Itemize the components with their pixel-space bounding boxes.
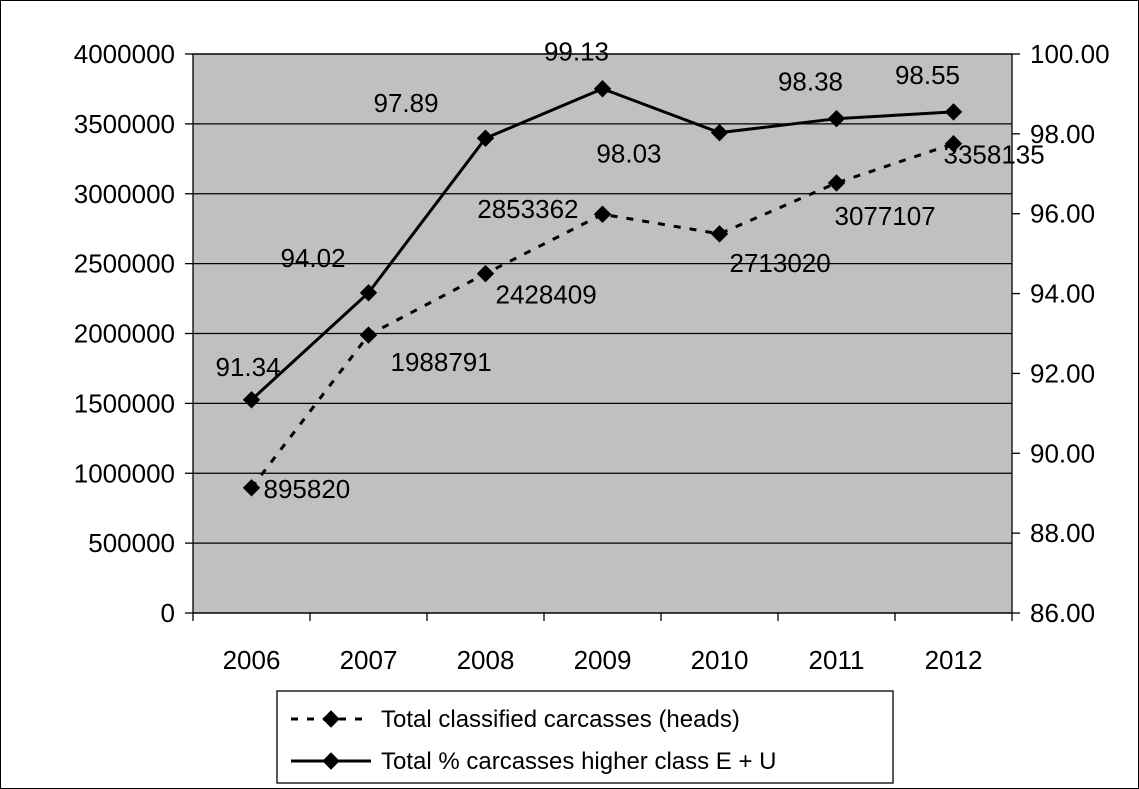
data-label: 2428409 [496, 280, 597, 310]
data-label: 99.13 [544, 37, 609, 67]
right-axis-tick-label: 96.00 [1030, 199, 1095, 229]
legend-marker [322, 710, 340, 728]
data-label: 3358135 [944, 140, 1045, 170]
data-label: 98.38 [778, 67, 843, 97]
data-point-marker [242, 391, 261, 409]
left-axis-tick-label: 1000000 [74, 458, 175, 488]
right-axis-tick-label: 94.00 [1030, 279, 1095, 309]
data-point-marker [710, 225, 729, 243]
legend-box [276, 690, 894, 784]
x-axis-tick-label: 2007 [340, 645, 398, 675]
data-point-marker [476, 129, 495, 147]
right-axis-tick-label: 98.00 [1030, 119, 1095, 149]
left-axis-tick-label: 1500000 [74, 388, 175, 418]
left-axis-tick-label: 4000000 [74, 39, 175, 69]
data-label: 3077107 [835, 201, 936, 231]
x-axis-tick-label: 2009 [574, 645, 632, 675]
left-axis-tick-label: 3000000 [74, 179, 175, 209]
data-point-marker [359, 326, 378, 344]
x-axis-tick-label: 2008 [457, 645, 515, 675]
x-axis-tick-label: 2010 [691, 645, 749, 675]
left-axis-tick-label: 0 [161, 598, 175, 628]
data-point-marker [593, 205, 612, 223]
left-axis-tick-label: 3500000 [74, 109, 175, 139]
legend-label: Total classified carcasses (heads) [381, 706, 740, 733]
data-label: 98.03 [596, 139, 661, 169]
data-label: 94.02 [281, 243, 346, 273]
data-label: 895820 [264, 474, 351, 504]
left-axis-tick-label: 2500000 [74, 249, 175, 279]
plot-border [192, 53, 1013, 614]
data-label: 1988791 [391, 347, 492, 377]
right-axis-tick-label: 92.00 [1030, 358, 1095, 388]
data-point-marker [944, 134, 963, 153]
right-axis-tick-label: 88.00 [1030, 518, 1095, 548]
data-point-marker [944, 103, 963, 121]
data-point-marker [710, 123, 729, 142]
data-point-marker [593, 80, 612, 98]
data-label: 2853362 [477, 194, 578, 224]
left-axis-tick-label: 2000000 [74, 319, 175, 349]
data-label: 91.34 [216, 352, 281, 382]
right-axis-tick-label: 86.00 [1030, 598, 1095, 628]
legend-label: Total % carcasses higher class E + U [381, 748, 777, 775]
legend-marker [322, 752, 340, 770]
data-label: 97.89 [374, 88, 439, 118]
data-point-marker [827, 174, 846, 192]
x-axis-tick-label: 2012 [925, 645, 983, 675]
left-axis-tick-label: 500000 [88, 528, 175, 558]
data-point-marker [827, 109, 846, 128]
right-axis-tick-label: 100.00 [1030, 39, 1110, 69]
x-axis-tick-label: 2011 [809, 645, 865, 675]
data-point-marker [242, 479, 261, 497]
data-point-marker [359, 284, 378, 302]
data-point-marker [476, 264, 495, 283]
data-label: 2713020 [730, 248, 831, 278]
right-axis-tick-label: 90.00 [1030, 438, 1095, 468]
data-label: 98.55 [895, 60, 960, 90]
x-axis-tick-label: 2006 [223, 645, 281, 675]
